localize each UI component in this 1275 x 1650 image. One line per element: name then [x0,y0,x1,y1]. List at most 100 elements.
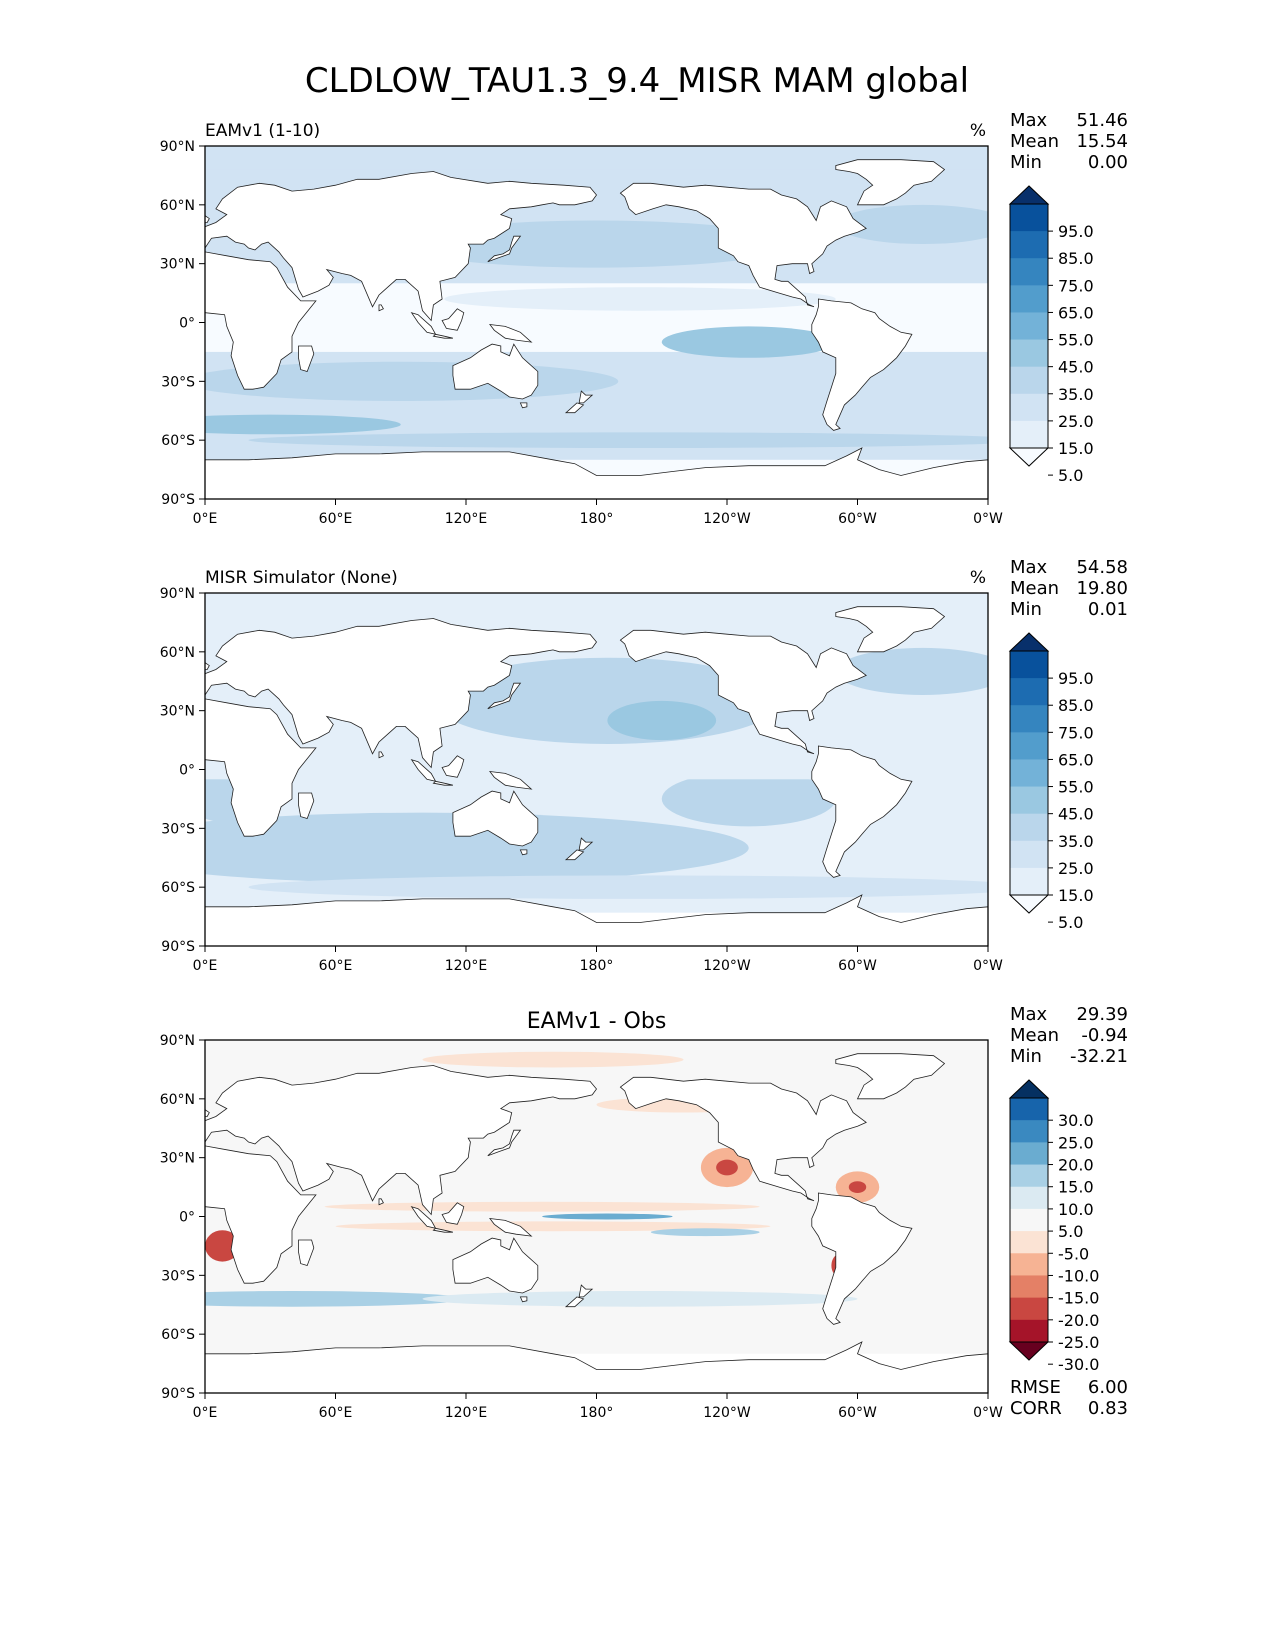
field-patch [716,1159,738,1176]
colorbar-swatch [1010,1319,1048,1343]
lon-tick-label: 0°W [973,958,1003,974]
colorbar-tick-label: 15.0 [1058,886,1094,905]
lon-tick-label: 120°W [703,511,751,527]
stat-name: Max [1010,557,1048,578]
colorbar-swatch [1010,231,1048,259]
data-field [205,1040,988,1393]
colorbar-swatch [1010,258,1048,286]
colorbar-swatch [1010,1142,1048,1166]
colorbar-tick-label: 35.0 [1058,832,1094,851]
lat-tick-label: 60°N [160,198,195,214]
lon-tick-label: 0°E [193,511,218,527]
colorbar-swatch [1010,339,1048,368]
lat-tick-label: 60°S [161,1327,195,1343]
lat-tick-label: 60°S [161,433,195,449]
colorbar-tick-label: 15.0 [1058,1178,1094,1197]
colorbar-swatch [1010,366,1048,395]
colorbar-tick-label: 30.0 [1058,1111,1094,1130]
lat-tick-label: 0° [179,763,195,779]
colorbar-swatch [1010,1231,1048,1254]
colorbar-tick-label: 10.0 [1058,1200,1094,1219]
lat-tick-label: 30°N [160,704,195,720]
panel-label: MISR Simulator (None) [205,568,398,588]
lon-tick-label: 0°E [193,1405,218,1421]
colorbar-tick-label: 85.0 [1058,249,1094,268]
lat-tick-label: 60°N [160,645,195,661]
colorbar-frame [1009,1097,1049,1343]
stat-value: 29.39 [1076,1004,1128,1025]
colorbar-tick-label: -25.0 [1058,1333,1099,1352]
lat-tick-label: 30°S [161,374,195,390]
field-patch [444,287,836,311]
lat-tick-label: 90°S [161,492,195,508]
colorbar-swatch [1010,705,1048,733]
colorbar-tick-label: -5.0 [1058,1244,1089,1263]
colorbar-tick-label: 5.0 [1058,466,1083,485]
field-patch [205,812,749,884]
coastline [205,606,988,946]
lat-tick-label: 90°S [161,939,195,955]
colorbar-tick-label: 65.0 [1058,750,1094,769]
colorbar-tick-label: 25.0 [1058,859,1094,878]
stat-name: Max [1010,110,1048,131]
field-patch [335,1221,771,1232]
colorbar-tick-label: 45.0 [1058,805,1094,824]
stat-value: 15.54 [1076,131,1128,152]
colorbar-extend-bottom [1008,447,1050,467]
field-patch [324,1201,760,1212]
stat-value: 0.01 [1088,599,1128,620]
field-patch [848,1181,867,1193]
lon-tick-label: 0°W [973,1405,1003,1421]
lat-tick-label: 60°S [161,880,195,896]
lat-tick-label: 90°N [160,586,195,602]
field-patch [248,875,988,899]
colorbar: 30.0 25.0 20.0 15.0 10.0 5.0 -5.0 -10.0 -15.0 -20… [1008,1079,1099,1374]
units-label: % [970,568,986,588]
lat-tick-label: 30°N [160,257,195,273]
colorbar-swatch [1010,732,1048,760]
colorbar-tick-label: -15.0 [1058,1289,1099,1308]
lon-tick-label: 120°E [445,1405,488,1421]
colorbar-tick-label: 85.0 [1058,696,1094,715]
colorbar-tick-label: 15.0 [1058,439,1094,458]
stat-value: 19.80 [1076,578,1128,599]
stat-name: Mean [1010,131,1059,152]
stat-value: -0.94 [1081,1025,1128,1046]
lat-tick-label: 90°N [160,139,195,155]
colorbar-extend-bottom [1008,1341,1050,1361]
map-1: 90°N 60°N 30°N 0° 30°S 60°S 90°S 0°E 60°E 120°E 18… [160,557,1128,974]
colorbar-swatch [1010,1275,1048,1299]
data-field [205,593,988,946]
field-patch [650,1228,760,1237]
field-band [205,759,988,780]
colorbar-tick-label: 25.0 [1058,1133,1094,1152]
colorbar-extend-bottom [1008,894,1050,914]
metric-name: RMSE [1010,1377,1061,1398]
colorbar-swatch [1010,867,1048,896]
field-patch [542,1213,673,1220]
field-patch [661,771,836,827]
panel-heading: EAMv1 - Obs [527,1009,667,1034]
units-label: % [970,121,986,141]
stat-name: Mean [1010,578,1059,599]
colorbar-tick-label: -20.0 [1058,1311,1099,1330]
coastline [205,159,988,499]
colorbar-swatch [1010,1297,1048,1321]
stat-name: Mean [1010,1025,1059,1046]
field-patch [607,700,717,741]
colorbar-swatch [1010,420,1048,449]
colorbar-tick-label: 75.0 [1058,276,1094,295]
coastline [205,1053,988,1393]
lon-tick-label: 0°W [973,511,1003,527]
colorbar-tick-label: 55.0 [1058,778,1094,797]
metric-value: 6.00 [1088,1377,1128,1398]
lon-tick-label: 0°E [193,958,218,974]
colorbar-swatch [1010,786,1048,815]
lat-tick-label: 30°N [160,1151,195,1167]
colorbar-extend-top [1008,632,1050,652]
colorbar-tick-label: 25.0 [1058,412,1094,431]
colorbar-tick-label: 75.0 [1058,723,1094,742]
metric-value: 0.83 [1088,1398,1128,1419]
stat-value: -32.21 [1070,1046,1128,1067]
